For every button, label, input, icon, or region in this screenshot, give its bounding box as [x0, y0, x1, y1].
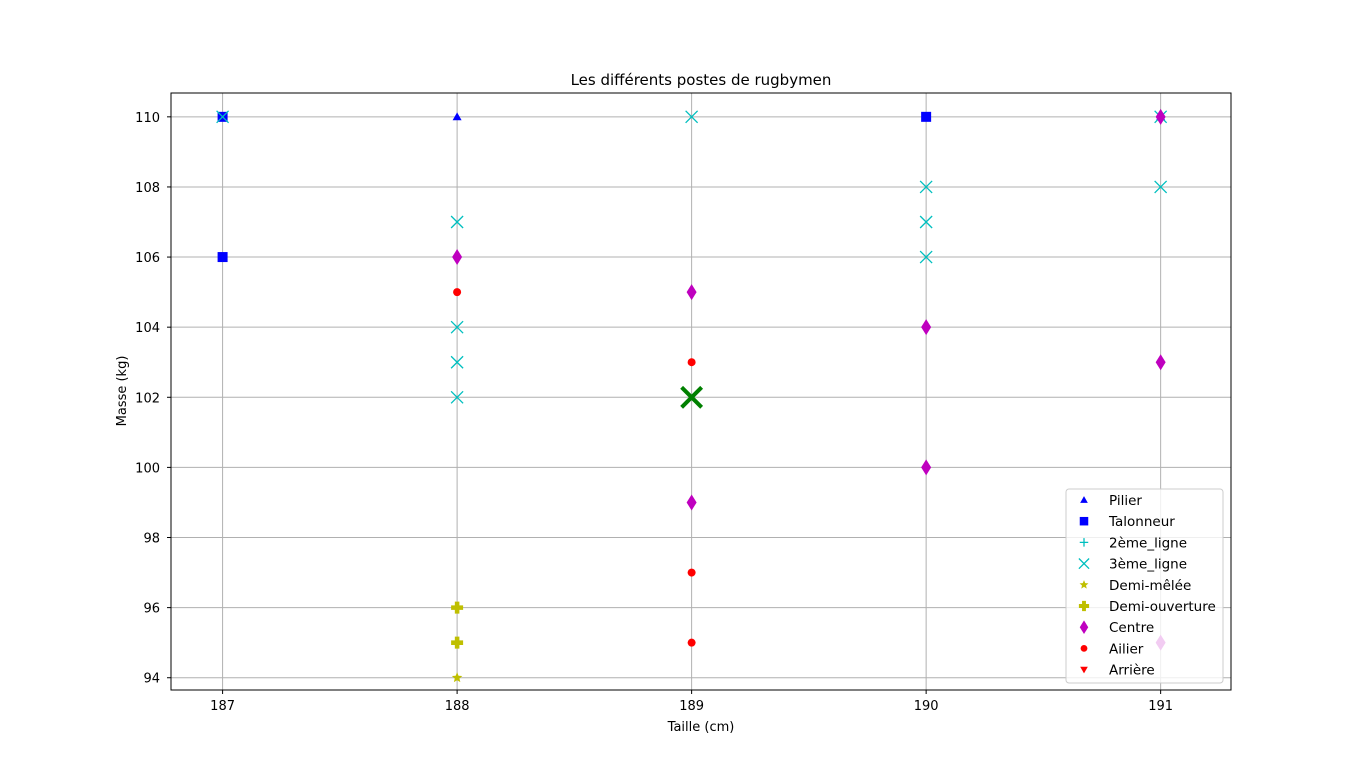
data-point	[687, 358, 696, 367]
data-point	[921, 319, 932, 336]
legend-marker	[1079, 620, 1089, 634]
legend-label: Pilier	[1109, 493, 1142, 509]
x-tick-label: 189	[679, 699, 704, 714]
plot-area	[171, 93, 1231, 690]
y-tick-label: 110	[135, 111, 160, 126]
legend-label: Centre	[1109, 620, 1154, 636]
data-point	[919, 250, 933, 264]
data-point	[1155, 354, 1166, 371]
axis-ticks: 187 188 189 190 191 94 96 98 100 102 104 106 108 110	[135, 111, 1173, 714]
data-point	[451, 601, 464, 614]
legend-marker	[1079, 538, 1089, 547]
x-tick-label: 188	[445, 699, 470, 714]
legend-label: Ailier	[1109, 641, 1144, 657]
legend-marker	[1080, 496, 1088, 503]
data-point	[686, 494, 697, 511]
legend-label: Demi-ouverture	[1109, 599, 1216, 615]
legend-marker	[1080, 645, 1088, 652]
x-tick-label: 191	[1148, 699, 1173, 714]
data-point	[450, 355, 464, 369]
highlight-point	[680, 385, 704, 409]
legend-label: 3ème_ligne	[1109, 557, 1187, 573]
y-tick-label: 102	[135, 391, 160, 406]
data-point	[450, 215, 464, 229]
data-point	[451, 672, 463, 683]
x-tick-label: 187	[210, 699, 235, 714]
data-point	[450, 320, 464, 334]
data-point	[919, 215, 933, 229]
legend-label: 2ème_ligne	[1109, 535, 1187, 551]
x-axis-label: Taille (cm)	[667, 720, 735, 735]
data-points	[216, 108, 1168, 683]
data-point	[685, 110, 699, 124]
data-point	[450, 390, 464, 404]
y-tick-label: 98	[143, 532, 160, 547]
grid	[171, 93, 1231, 690]
data-point	[1155, 108, 1166, 125]
data-point	[1154, 180, 1168, 194]
data-point	[921, 459, 932, 476]
y-axis-label: Masse (kg)	[115, 356, 130, 427]
data-point	[453, 288, 462, 297]
data-point	[919, 180, 933, 194]
legend-marker	[1079, 580, 1089, 589]
legend-marker	[1078, 558, 1090, 570]
x-tick-label: 190	[914, 699, 939, 714]
plot-border	[170, 92, 1232, 691]
legend-label: Arrière	[1109, 663, 1155, 679]
data-point	[452, 112, 462, 121]
legend: Pilier Talonneur 2ème_ligne 3ème_ligne Demi-…	[1065, 488, 1224, 684]
y-tick-label: 108	[135, 181, 160, 196]
legend-label: Demi-mêlée	[1109, 578, 1191, 594]
y-tick-label: 104	[135, 321, 160, 336]
data-point	[452, 249, 463, 266]
legend-label: Talonneur	[1108, 514, 1175, 530]
data-point	[686, 284, 697, 301]
y-tick-label: 96	[143, 602, 160, 617]
data-point	[451, 636, 464, 649]
legend-marker	[1079, 516, 1089, 526]
data-point	[687, 638, 696, 647]
chart-title: Les différents postes de rugbymen	[571, 71, 832, 89]
legend-box	[1065, 488, 1224, 684]
y-tick-label: 100	[135, 461, 160, 476]
y-tick-label: 94	[143, 672, 160, 687]
legend-marker	[1080, 666, 1088, 674]
data-point	[687, 568, 696, 577]
data-point	[216, 110, 230, 124]
y-tick-label: 106	[135, 251, 160, 266]
data-point	[217, 252, 228, 263]
data-point	[921, 111, 932, 122]
legend-marker	[1078, 600, 1090, 612]
